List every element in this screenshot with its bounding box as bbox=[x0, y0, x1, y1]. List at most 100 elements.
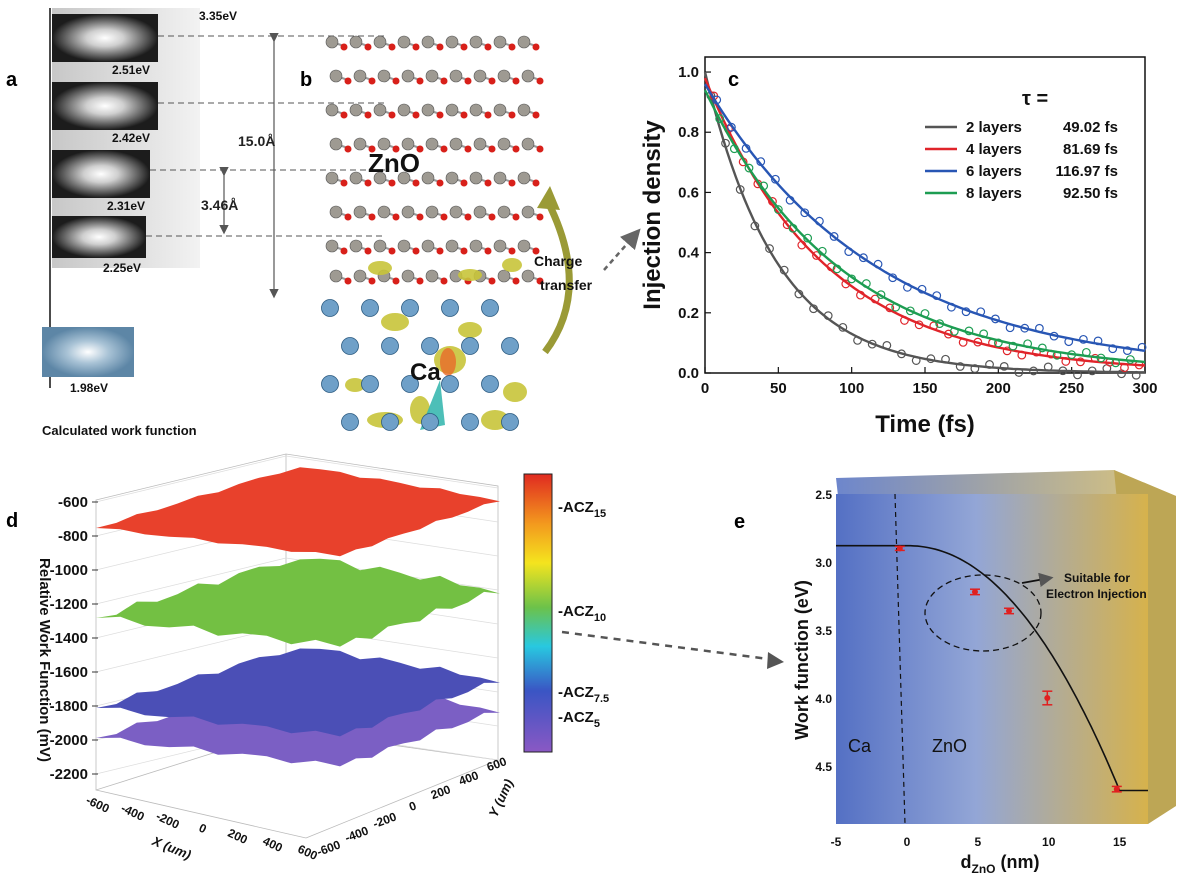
d-ytick-label: 600 bbox=[485, 754, 509, 774]
energy-label-6: 1.98eV bbox=[70, 381, 108, 395]
o-atom bbox=[440, 145, 448, 153]
o-atom bbox=[364, 179, 372, 187]
zn-atom bbox=[349, 35, 363, 49]
o-atom bbox=[440, 77, 448, 85]
zn-atom bbox=[329, 205, 343, 219]
c-xtick-label: 0 bbox=[701, 380, 709, 397]
c-data-point bbox=[1081, 347, 1091, 357]
c-legend-name: 2 layers bbox=[966, 119, 1022, 136]
d-colorbar-label: -ACZ15 bbox=[558, 499, 606, 520]
charge-transfer-label-2: transfer bbox=[540, 277, 593, 293]
c-data-point bbox=[1093, 336, 1103, 346]
o-atom bbox=[460, 247, 468, 255]
c-data-point bbox=[905, 306, 915, 316]
zn-atom bbox=[421, 239, 435, 253]
c-data-point bbox=[1058, 366, 1068, 376]
zn-atom bbox=[329, 137, 343, 151]
c-data-point bbox=[768, 197, 777, 206]
d-ztick-label: -1600 bbox=[50, 664, 88, 681]
zn-atom bbox=[493, 35, 507, 49]
o-atom bbox=[368, 77, 376, 85]
o-atom bbox=[392, 213, 400, 221]
zn-atom bbox=[373, 35, 387, 49]
o-atom bbox=[464, 213, 472, 221]
o-atom bbox=[412, 247, 420, 255]
c-series-group bbox=[703, 71, 1147, 380]
c-data-point bbox=[815, 216, 824, 226]
panel-label-c: c bbox=[728, 69, 739, 91]
zn-atom bbox=[449, 137, 463, 151]
c-data-point bbox=[979, 329, 989, 339]
ca-atom bbox=[461, 337, 479, 355]
o-atom bbox=[416, 213, 424, 221]
zn-atom bbox=[521, 69, 535, 83]
c-data-point bbox=[817, 246, 827, 256]
d-colorbar-label: -ACZ10 bbox=[558, 603, 606, 624]
o-atom bbox=[368, 277, 376, 285]
surface-acz7-5 bbox=[96, 648, 500, 737]
d-ztick-label: -1400 bbox=[50, 630, 88, 647]
panel-a: a 3.35eV 2.51eV 2.42eV 2.31eV 2.25eV 1.9… bbox=[6, 8, 385, 438]
d-ztick-label: -2200 bbox=[50, 766, 88, 783]
e-region-zno: ZnO bbox=[932, 736, 967, 756]
panel-e: e -5 0 5 10 15 2.5 3.0 3.5 4.0 4.5 Suitable for E… bbox=[734, 470, 1176, 876]
o-atom bbox=[388, 247, 396, 255]
d-ytick-label: 400 bbox=[457, 768, 481, 788]
c-data-point bbox=[1122, 346, 1132, 355]
o-atom bbox=[512, 213, 520, 221]
o-atom bbox=[512, 77, 520, 85]
o-atom bbox=[344, 145, 352, 153]
c-data-point bbox=[779, 265, 789, 275]
c-data-point bbox=[765, 244, 774, 253]
d-ytick-label: -200 bbox=[371, 809, 399, 830]
o-atom bbox=[508, 111, 516, 119]
o-atom bbox=[488, 77, 496, 85]
c-data-point bbox=[1008, 341, 1018, 351]
c-data-point bbox=[876, 290, 886, 300]
ca-atom bbox=[401, 375, 419, 393]
zn-atom bbox=[397, 239, 411, 253]
c-data-point bbox=[735, 185, 745, 194]
c-data-point bbox=[823, 311, 833, 321]
d-xtick-label: -200 bbox=[154, 809, 182, 832]
panel-a-caption: Calculated work function bbox=[42, 423, 197, 438]
c-data-point bbox=[1078, 334, 1088, 344]
c-data-point bbox=[1076, 357, 1085, 367]
zn-atom bbox=[517, 35, 531, 49]
c-data-point bbox=[985, 360, 994, 369]
d-ztick-label: -1200 bbox=[50, 596, 88, 613]
zn-atom bbox=[469, 171, 483, 185]
zn-atom bbox=[377, 69, 391, 83]
charge-density-blob bbox=[458, 322, 482, 338]
zn-atom bbox=[497, 137, 511, 151]
ca-atom bbox=[481, 299, 499, 317]
o-atom bbox=[416, 277, 424, 285]
zn-atom bbox=[521, 205, 535, 219]
d-z-ticks: -600 -800 -1000 -1200 -1400 -1600 -1800 -2000 -2… bbox=[50, 494, 98, 783]
c-data-point bbox=[812, 251, 821, 260]
c-legend-name: 8 layers bbox=[966, 185, 1022, 202]
zn-atom bbox=[353, 205, 367, 219]
c-data-point bbox=[809, 304, 818, 314]
e-box-front bbox=[836, 494, 1148, 824]
c-data-point bbox=[891, 302, 901, 312]
ca-atom bbox=[501, 413, 519, 431]
c-data-point bbox=[1049, 331, 1059, 341]
c-xtick-label: 200 bbox=[986, 380, 1011, 397]
ca-atom bbox=[421, 413, 439, 431]
ca-atom bbox=[381, 337, 399, 355]
c-data-point bbox=[859, 253, 868, 263]
c-data-point bbox=[1137, 342, 1147, 352]
o-atom bbox=[368, 145, 376, 153]
c-data-point bbox=[856, 290, 865, 300]
c-fit-line-1 bbox=[703, 71, 1145, 374]
o-atom bbox=[388, 179, 396, 187]
c-data-point bbox=[829, 232, 839, 241]
atomic-structure bbox=[321, 35, 544, 431]
c-data-point bbox=[1037, 343, 1047, 353]
c-ytick-label: 0.6 bbox=[678, 184, 699, 201]
zn-atom bbox=[473, 137, 487, 151]
e-annotation-1: Suitable for bbox=[1064, 571, 1130, 585]
c-data-point bbox=[1043, 362, 1053, 372]
